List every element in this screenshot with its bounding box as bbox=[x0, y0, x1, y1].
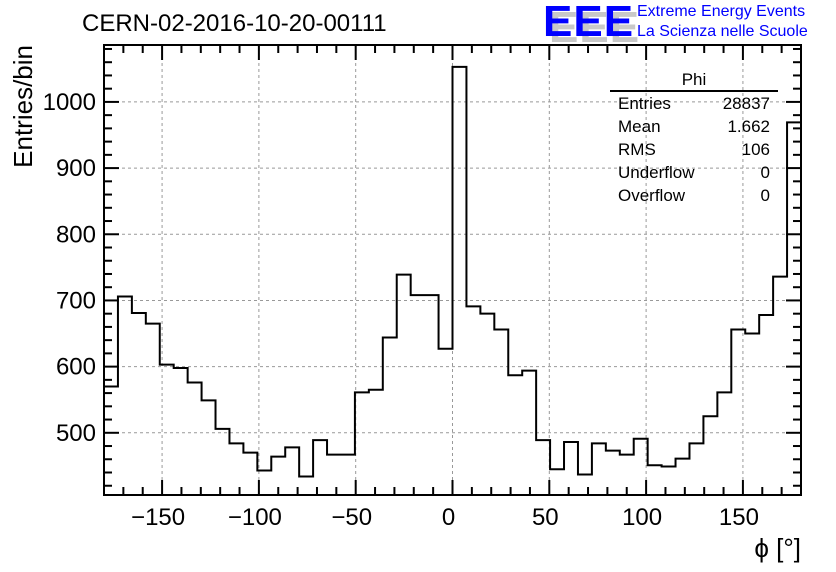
histogram-bin bbox=[327, 455, 341, 495]
histogram-bin bbox=[132, 313, 146, 495]
stats-row-entries: Entries 28837 bbox=[610, 92, 778, 115]
histogram-bin bbox=[759, 315, 773, 495]
histogram-bin bbox=[717, 392, 731, 495]
histogram-bin bbox=[118, 296, 132, 495]
histogram-bin bbox=[745, 334, 759, 495]
stats-value: 0 bbox=[760, 186, 770, 205]
histogram-bin bbox=[160, 365, 174, 495]
histogram-bin bbox=[522, 371, 536, 495]
histogram-bin bbox=[104, 386, 118, 495]
histogram-bin bbox=[592, 443, 606, 495]
x-tick-label: 0 bbox=[442, 504, 455, 531]
histogram-bin bbox=[731, 330, 745, 495]
x-tick-label: 150 bbox=[719, 504, 759, 531]
histogram-bin bbox=[425, 295, 439, 495]
histogram-bin bbox=[313, 440, 327, 495]
y-tick-label: 900 bbox=[56, 155, 96, 182]
histogram-bin bbox=[578, 474, 592, 495]
org-line-1: Extreme Energy Events bbox=[637, 3, 806, 20]
stats-row-overflow: Overflow 0 bbox=[610, 184, 778, 207]
y-tick-label: 700 bbox=[56, 287, 96, 314]
histogram-bin bbox=[439, 349, 453, 495]
logo-text: EEE bbox=[543, 0, 635, 46]
stats-value: 28837 bbox=[722, 94, 770, 113]
stats-value: 106 bbox=[741, 140, 770, 159]
histogram-bin bbox=[383, 338, 397, 496]
y-tick-label: 800 bbox=[56, 221, 96, 248]
stats-value: 1.662 bbox=[727, 117, 770, 136]
histogram-bin bbox=[787, 122, 801, 495]
histogram-bin bbox=[689, 443, 703, 495]
histogram-bin bbox=[397, 275, 411, 495]
stats-box: Phi Entries 28837 Mean 1.662 RMS 106 Underf… bbox=[610, 70, 778, 207]
histogram-bin bbox=[703, 416, 717, 495]
y-tick-label: 600 bbox=[56, 354, 96, 381]
histogram-bin bbox=[369, 390, 383, 495]
histogram-bin bbox=[676, 459, 690, 495]
x-tick-label: 50 bbox=[532, 504, 559, 531]
histogram-bin bbox=[453, 67, 467, 495]
histogram-bin bbox=[299, 476, 313, 495]
histogram-bin bbox=[480, 314, 494, 495]
histogram-bin bbox=[564, 442, 578, 495]
stats-row-rms: RMS 106 bbox=[610, 138, 778, 161]
stats-label: Overflow bbox=[618, 186, 686, 205]
x-tick-label: −50 bbox=[331, 504, 372, 531]
histogram-bin bbox=[411, 295, 425, 495]
y-tick-label: 1000 bbox=[43, 89, 96, 116]
stats-label: Mean bbox=[618, 117, 661, 136]
stats-value: 0 bbox=[760, 163, 770, 182]
y-tick-label: 500 bbox=[56, 420, 96, 447]
stats-label: Underflow bbox=[618, 163, 695, 182]
stats-label: RMS bbox=[618, 140, 656, 159]
histogram-bin bbox=[494, 330, 508, 495]
histogram-bin bbox=[508, 375, 522, 495]
eee-logo: EEE bbox=[543, 0, 635, 46]
histogram-line bbox=[103, 65, 802, 495]
histogram-bin bbox=[466, 306, 480, 495]
stats-row-mean: Mean 1.662 bbox=[610, 115, 778, 138]
x-tick-label: −100 bbox=[228, 504, 282, 531]
y-axis-label: Entries/bin bbox=[8, 45, 38, 168]
stats-row-underflow: Underflow 0 bbox=[610, 161, 778, 184]
histogram-bin bbox=[188, 383, 202, 496]
histogram-bin bbox=[229, 443, 243, 495]
histogram-bin bbox=[243, 453, 257, 495]
histogram-bin bbox=[355, 392, 369, 495]
x-axis-label: ϕ [°] bbox=[754, 533, 801, 563]
histogram-bin bbox=[536, 440, 550, 495]
x-tick-label: −150 bbox=[131, 504, 185, 531]
x-tick-label: 100 bbox=[622, 504, 662, 531]
histogram-bin bbox=[773, 277, 787, 495]
histogram-bin bbox=[550, 469, 564, 495]
organization-label: Extreme Energy Events La Scienza nelle S… bbox=[637, 2, 808, 42]
histogram-bin bbox=[341, 455, 355, 495]
chart-title: CERN-02-2016-10-20-00111 bbox=[82, 10, 387, 37]
stats-label: Entries bbox=[618, 94, 671, 113]
histogram-bin bbox=[216, 429, 230, 495]
histogram-bin bbox=[174, 368, 188, 495]
stats-name: Phi bbox=[610, 70, 778, 92]
org-line-2: La Scienza nelle Scuole bbox=[637, 23, 808, 40]
histogram-bin bbox=[648, 465, 662, 495]
histogram-bin bbox=[202, 400, 216, 495]
histogram-bin bbox=[662, 467, 676, 495]
histogram-bin bbox=[146, 324, 160, 495]
